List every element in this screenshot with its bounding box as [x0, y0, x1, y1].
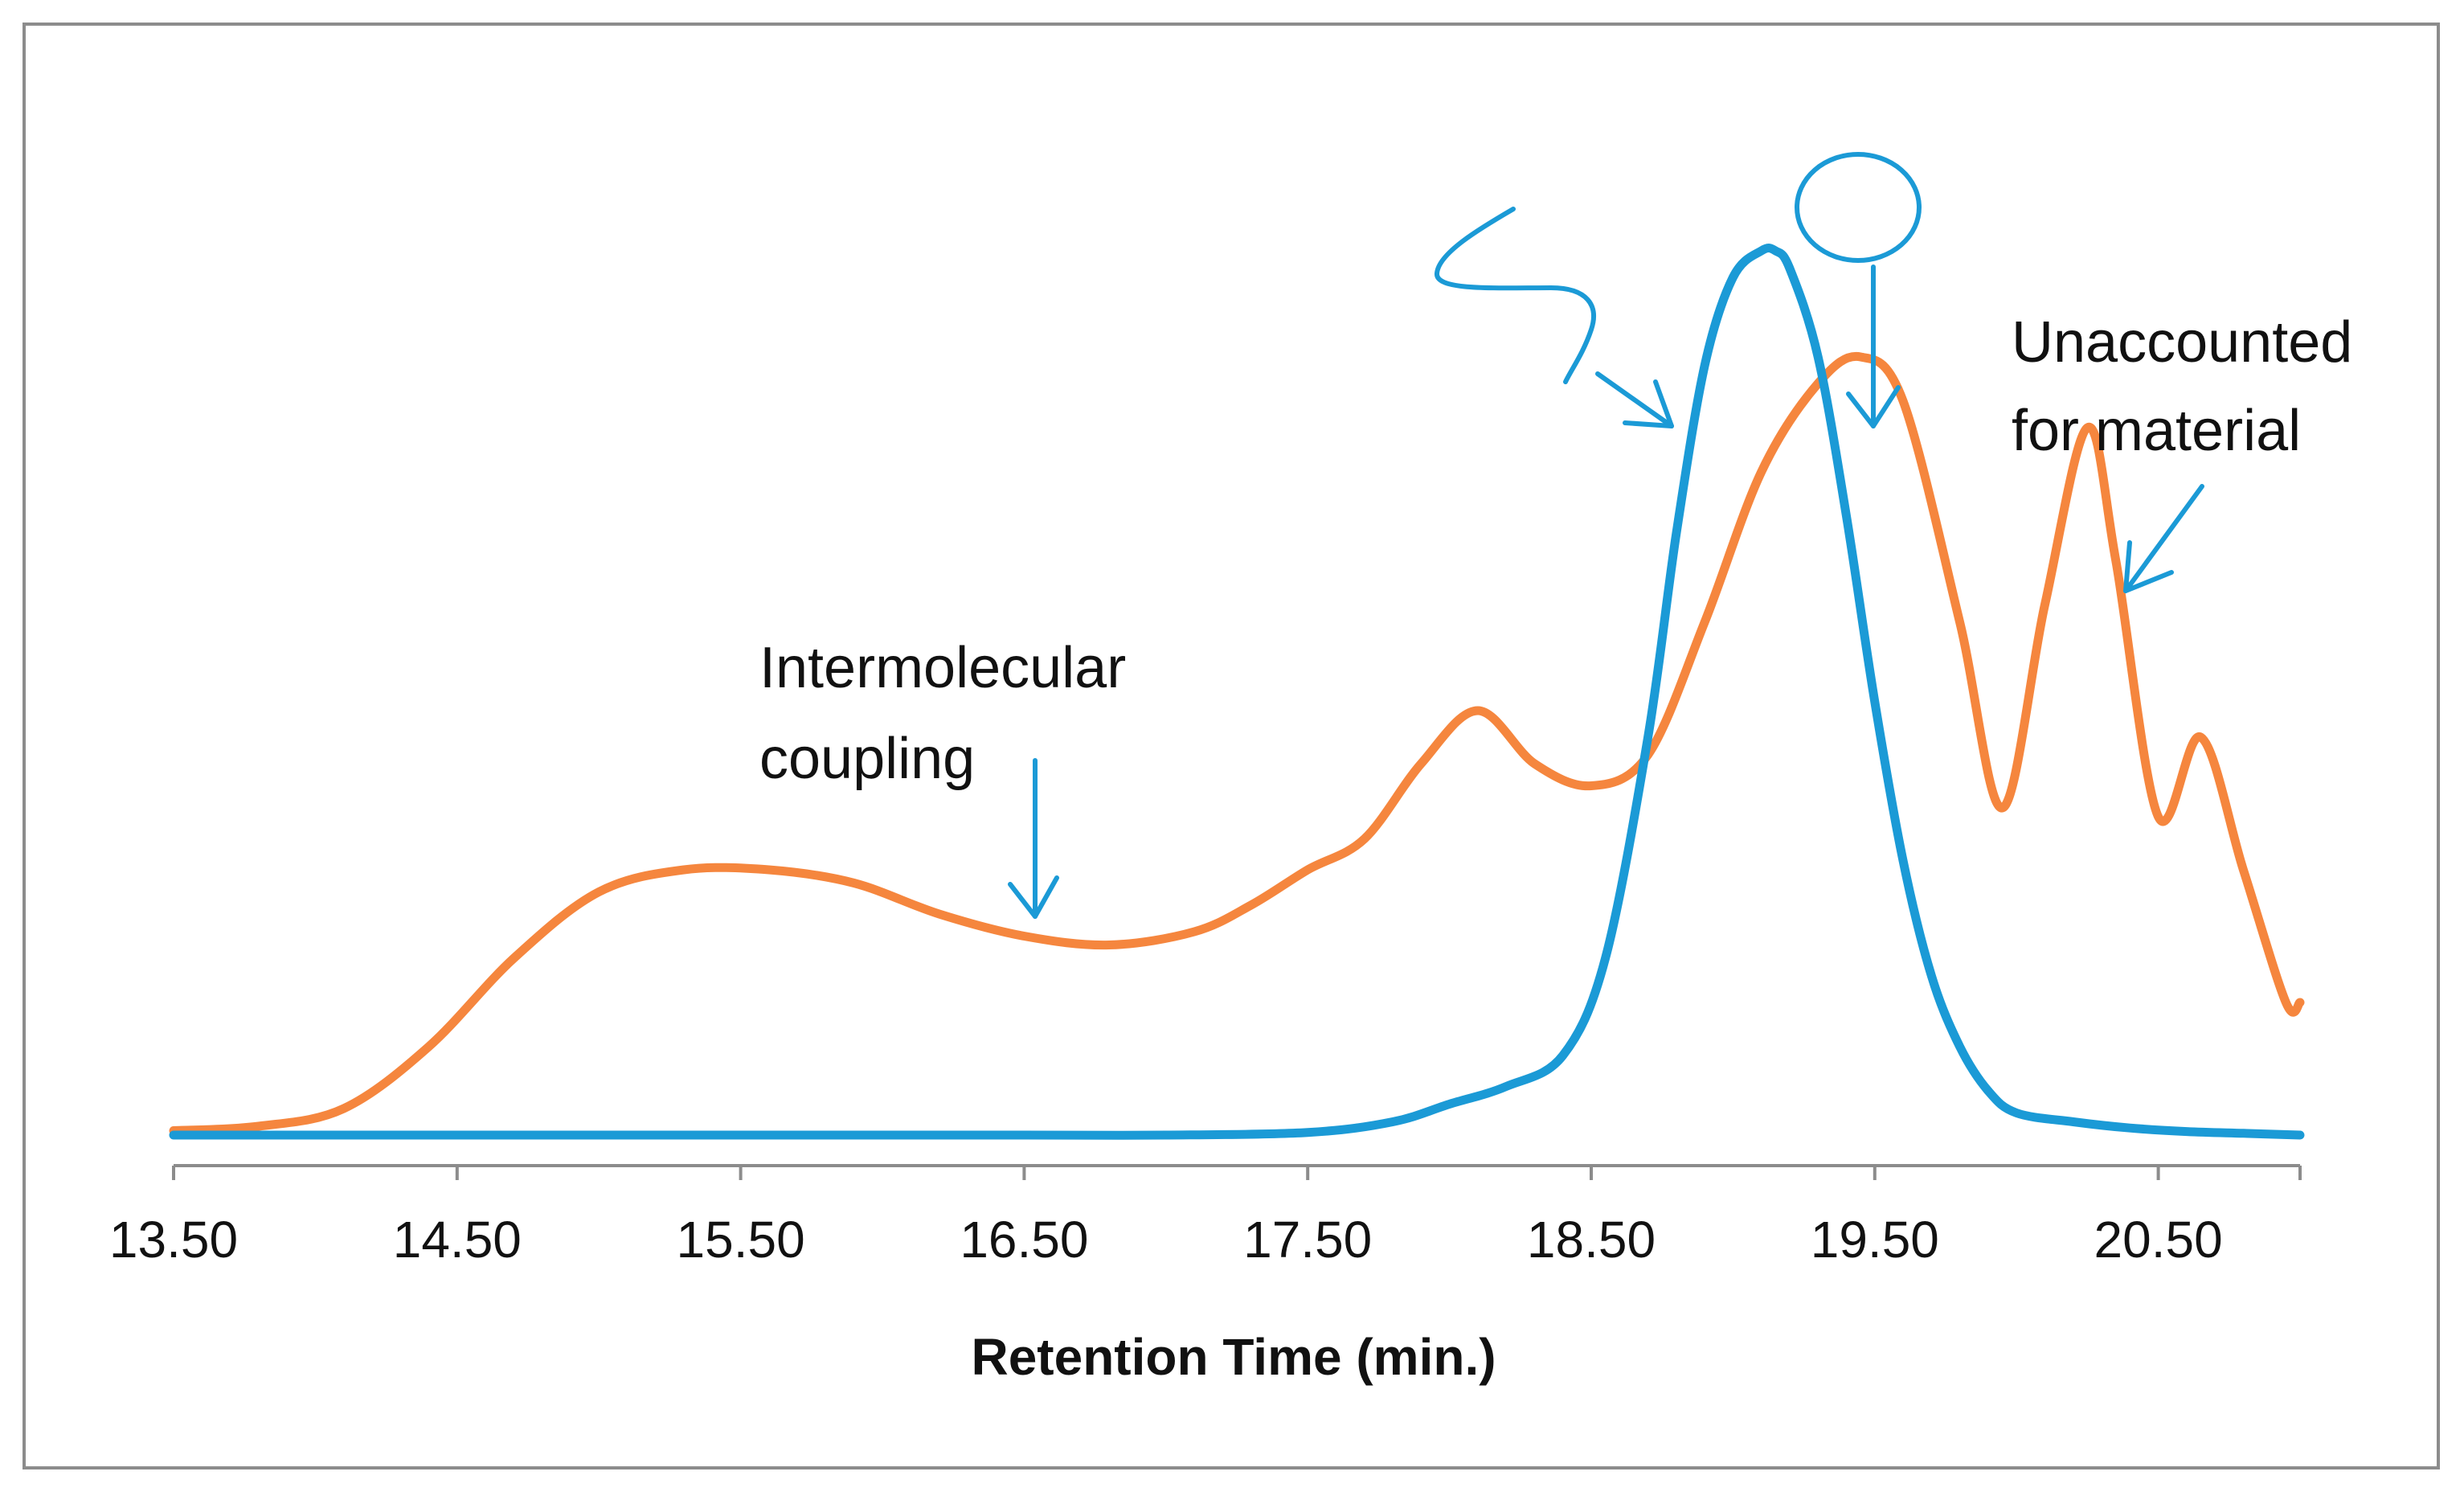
series-blue-line	[169, 244, 2305, 1140]
x-tick-label: 20.50	[2094, 1211, 2223, 1269]
coupling-label: coupling	[759, 727, 975, 791]
x-axis-ticks: 13.50 14.50 15.50 16.50 17.50 18.50 19.50 20.50	[109, 1166, 2302, 1269]
x-tick-label: 15.50	[677, 1211, 805, 1269]
coupling-arrow-head	[1008, 875, 1059, 919]
x-tick-label: 19.50	[1811, 1211, 1939, 1269]
unaccounted-label: Unaccounted	[2012, 310, 2352, 375]
unaccounted-arrow	[2123, 484, 2204, 593]
squiggle-scribble	[1435, 207, 1596, 384]
x-axis: 13.50 14.50 15.50 16.50 17.50 18.50 19.50 20.50	[109, 1164, 2302, 1269]
x-tick-label: 18.50	[1527, 1211, 1656, 1269]
x-axis-title: Retention Time (min.)	[971, 1328, 1496, 1386]
circle-marker	[1795, 152, 1922, 263]
x-tick-label: 17.50	[1243, 1211, 1372, 1269]
series-layer	[169, 244, 2305, 1140]
chart-frame	[23, 23, 2440, 1469]
series-orange-line	[169, 351, 2305, 1135]
unaccounted-arrow-head	[2123, 540, 2174, 593]
circle-arrow-head	[1846, 385, 1901, 428]
annotation-layer	[1008, 152, 2204, 919]
intermolecular-label: Intermolecular	[759, 636, 1126, 700]
squiggle-arrow-head	[1623, 379, 1674, 428]
for-material-label: for material	[2012, 399, 2301, 463]
squiggle-arrow	[1595, 371, 1674, 428]
x-tick-label: 13.50	[109, 1211, 238, 1269]
x-tick-label: 14.50	[393, 1211, 522, 1269]
x-tick-label: 16.50	[960, 1211, 1088, 1269]
